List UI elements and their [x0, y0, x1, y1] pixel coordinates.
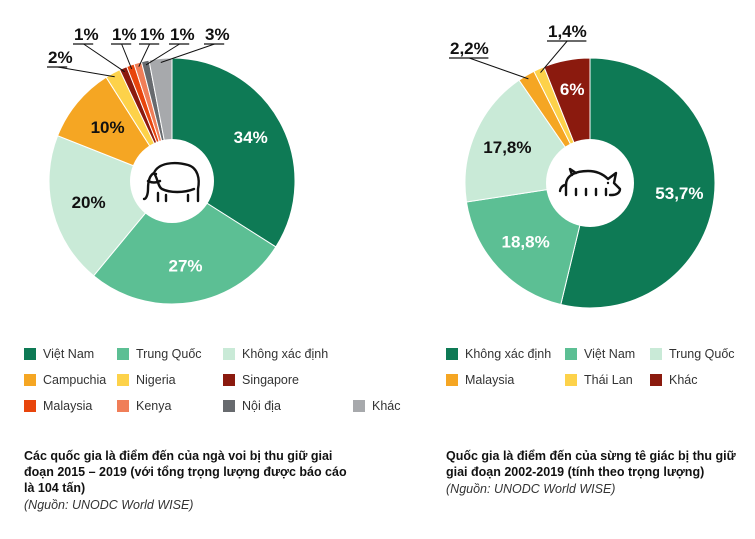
ivory-legend: Việt Nam Trung Quốc Không xác định Campuchi…	[24, 341, 433, 419]
legend-swatch	[24, 348, 36, 360]
ivory-label-khac: 3%	[205, 25, 230, 44]
legend-item-khac: Khác	[650, 373, 755, 387]
legend-swatch	[353, 400, 365, 412]
legend-swatch	[650, 348, 662, 360]
legend-item-noi-dia: Nội địa	[223, 399, 353, 413]
legend-item-khong-xac-dinh: Không xác định	[446, 347, 565, 361]
legend-swatch	[565, 374, 577, 386]
legend-label: Campuchia	[43, 373, 107, 387]
ivory-leader-line	[57, 66, 115, 78]
legend-swatch	[117, 374, 129, 386]
ivory-chart-panel: 34% 27% 20% 10% 2% 1% 1% 1% 1% 3% Việt Nam Trung Q…	[0, 0, 401, 539]
rhino-leader-line	[540, 40, 568, 73]
legend-item-campuchia: Campuchia	[24, 373, 117, 387]
legend-label: Nội địa	[242, 399, 281, 413]
ivory-leader-line	[121, 43, 133, 70]
rhino-chart-source: (Nguồn: UNODC World WISE)	[446, 482, 616, 496]
rhino-label-trung-quoc: 17,8%	[483, 138, 531, 157]
ivory-label-malaysia: 1%	[112, 25, 137, 44]
legend-item-nigeria: Nigeria	[117, 373, 223, 387]
ivory-chart-title: Các quốc gia là điểm đến của ngà voi bị …	[24, 449, 347, 495]
ivory-slice-trung-quoc	[92, 180, 277, 305]
rhino-chart-title: Quốc gia là điểm đến của sừng tê giác bị…	[446, 449, 736, 479]
legend-label: Không xác định	[242, 347, 329, 361]
legend-row: Việt Nam Trung Quốc Không xác định	[24, 341, 433, 367]
legend-swatch	[650, 374, 662, 386]
legend-item-kenya: Kenya	[117, 399, 223, 413]
legend-row: Malaysia Thái Lan Khác	[446, 367, 755, 393]
ivory-label-kenya: 1%	[140, 25, 165, 44]
rhino-donut-hole	[546, 139, 634, 227]
legend-swatch	[446, 348, 458, 360]
legend-swatch	[565, 348, 577, 360]
legend-swatch	[117, 348, 129, 360]
legend-item-viet-nam: Việt Nam	[24, 347, 117, 361]
rhino-label-malaysia: 2,2%	[450, 39, 489, 58]
legend-swatch	[117, 400, 129, 412]
legend-swatch	[446, 374, 458, 386]
legend-label: Malaysia	[465, 373, 515, 387]
legend-swatch	[223, 348, 235, 360]
legend-swatch	[24, 400, 36, 412]
legend-label: Khác	[669, 373, 698, 387]
rhino-chart-panel: 53,7% 18,8% 17,8% 2,2% 1,4% 6% Không xác định…	[420, 0, 755, 539]
legend-item-malaysia: Malaysia	[446, 373, 565, 387]
legend-label: Trung Quốc	[136, 347, 202, 361]
legend-row: Không xác định Việt Nam Trung Quốc	[446, 341, 755, 367]
ivory-chart-source: (Nguồn: UNODC World WISE)	[24, 498, 194, 512]
ivory-label-viet-nam: 34%	[234, 128, 268, 147]
legend-label: Kenya	[136, 399, 172, 413]
ivory-leader-line	[145, 43, 180, 66]
elephant-icon	[142, 161, 200, 203]
legend-item-malaysia: Malaysia	[24, 399, 117, 413]
legend-label: Việt Nam	[584, 347, 636, 361]
ivory-label-khong-xac-dinh: 20%	[72, 193, 106, 212]
legend-item-singapore: Singapore	[223, 373, 353, 387]
ivory-label-noi-dia: 1%	[170, 25, 195, 44]
legend-swatch	[223, 400, 235, 412]
ivory-leader-line	[138, 43, 151, 67]
legend-item-khac: Khác	[353, 399, 433, 413]
ivory-label-trung-quoc: 27%	[168, 257, 202, 276]
legend-item-thai-lan: Thái Lan	[565, 373, 650, 387]
ivory-leader-line	[160, 43, 215, 63]
legend-label: Việt Nam	[43, 347, 95, 361]
legend-label: Malaysia	[43, 399, 93, 413]
legend-label: Singapore	[242, 373, 299, 387]
legend-item-khong-xac-dinh: Không xác định	[223, 347, 353, 361]
legend-swatch	[24, 374, 36, 386]
legend-label: Khác	[372, 399, 401, 413]
rhino-label-khong-xac-dinh: 53,7%	[655, 184, 703, 203]
legend-item-trung-quoc: Trung Quốc	[650, 347, 755, 361]
ivory-pie-chart: 34%27%20%10%2%1% 1% 1% 1% 3%	[47, 25, 296, 305]
rhino-pie-chart: 53,7% 18,8% 17,8% 2,2% 1,4% 6%	[449, 22, 716, 309]
legend-label: Không xác định	[465, 347, 552, 361]
legend-label: Thái Lan	[584, 373, 633, 387]
rhino-icon	[558, 167, 622, 197]
legend-label: Trung Quốc	[669, 347, 735, 361]
rhino-leader-line	[469, 57, 529, 80]
ivory-donut-hole	[130, 139, 214, 223]
legend-label: Nigeria	[136, 373, 176, 387]
ivory-caption: Các quốc gia là điểm đến của ngà voi bị …	[24, 448, 354, 513]
legend-row: Malaysia Kenya Nội địa Khác	[24, 393, 433, 419]
rhino-label-khac: 6%	[560, 80, 585, 99]
rhino-slice-khong-xac-dinh	[560, 57, 716, 309]
rhino-caption: Quốc gia là điểm đến của sừng tê giác bị…	[446, 448, 746, 497]
ivory-label-campuchia: 10%	[91, 118, 125, 137]
rhino-legend: Không xác định Việt Nam Trung Quốc Malaysia…	[446, 341, 755, 393]
ivory-label-singapore: 1%	[74, 25, 99, 44]
ivory-leader-line	[83, 43, 125, 73]
ivory-label-nigeria: 2%	[48, 48, 73, 67]
rhino-label-thai-lan: 1,4%	[548, 22, 587, 41]
legend-swatch	[223, 374, 235, 386]
rhino-label-viet-nam: 18,8%	[501, 233, 549, 252]
legend-item-trung-quoc: Trung Quốc	[117, 347, 223, 361]
legend-item-viet-nam: Việt Nam	[565, 347, 650, 361]
legend-row: Campuchia Nigeria Singapore	[24, 367, 433, 393]
